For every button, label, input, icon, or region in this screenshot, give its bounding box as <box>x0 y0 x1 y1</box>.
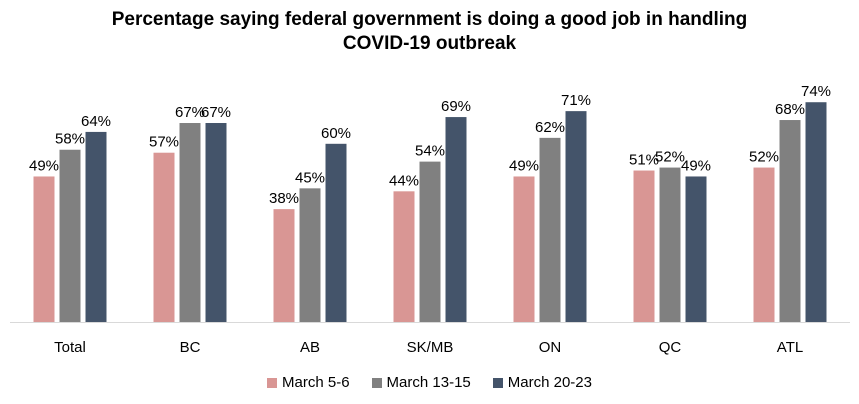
legend-swatch <box>371 377 382 388</box>
bar-sk-mb-series-2 <box>445 117 467 322</box>
data-label: 49% <box>681 157 711 174</box>
data-label: 60% <box>321 125 351 142</box>
bar-on-series-0 <box>513 176 535 322</box>
bar-ab-series-0 <box>273 209 295 322</box>
legend-item-march-20-23: March 20-23 <box>492 374 592 391</box>
bar-ab-series-1 <box>299 188 321 322</box>
data-label: 58% <box>55 131 85 148</box>
bar-bc-series-0 <box>153 152 175 322</box>
bar-qc-series-1 <box>659 167 681 322</box>
legend-label: March 20-23 <box>507 374 592 391</box>
x-tick-label: Total <box>54 339 86 356</box>
bar-bc-series-2 <box>205 123 227 322</box>
data-label: 52% <box>749 149 779 166</box>
x-tick-label: ON <box>539 339 562 356</box>
data-label: 54% <box>415 143 445 160</box>
legend-item-march-5-6: March 5-6 <box>267 374 350 391</box>
x-tick-label: QC <box>659 339 682 356</box>
data-label: 71% <box>561 92 591 109</box>
chart-title-line-2: COVID-19 outbreak <box>342 33 517 54</box>
x-tick-label: BC <box>180 339 201 356</box>
bar-total-series-1 <box>59 149 81 322</box>
bar-on-series-1 <box>539 137 561 322</box>
bar-atl-series-1 <box>779 120 801 322</box>
data-label: 52% <box>655 149 685 166</box>
bar-total-series-0 <box>33 176 55 322</box>
legend: March 5-6 March 13-15 March 20-23 <box>0 374 859 391</box>
data-label: 67% <box>201 104 231 121</box>
data-label: 45% <box>295 169 325 186</box>
data-label: 38% <box>269 190 299 207</box>
data-label: 74% <box>801 83 831 100</box>
bar-on-series-2 <box>565 111 587 322</box>
bar-qc-series-0 <box>633 170 655 322</box>
chart-title-line-1: Percentage saying federal government is … <box>111 9 748 30</box>
bar-total-series-2 <box>85 131 107 322</box>
bar-sk-mb-series-0 <box>393 191 415 322</box>
data-label: 49% <box>29 157 59 174</box>
data-label: 68% <box>775 101 805 118</box>
data-label: 67% <box>175 104 205 121</box>
legend-swatch <box>492 377 503 388</box>
bar-chart: 49% 58%64% Total 57% 67%67% BC 38% 45% 60% AB 44% 5… <box>10 83 850 356</box>
chart-title: Percentage saying federal government is … <box>0 8 859 56</box>
data-label: 51% <box>629 152 659 169</box>
x-tick-label: ATL <box>777 339 803 356</box>
bar-qc-series-2 <box>685 176 707 322</box>
data-label: 64% <box>81 113 111 130</box>
legend-label: March 13-15 <box>386 374 471 391</box>
data-label: 49% <box>509 157 539 174</box>
bar-sk-mb-series-1 <box>419 161 441 322</box>
x-tick-label: AB <box>300 339 320 356</box>
bar-atl-series-0 <box>753 167 775 322</box>
bar-bc-series-1 <box>179 123 201 322</box>
legend-item-march-13-15: March 13-15 <box>371 374 471 391</box>
data-label: 69% <box>441 98 471 115</box>
data-label: 44% <box>389 172 419 189</box>
data-label: 57% <box>149 134 179 151</box>
bar-atl-series-2 <box>805 102 827 322</box>
data-label: 62% <box>535 119 565 136</box>
legend-swatch <box>267 377 278 388</box>
x-tick-label: SK/MB <box>407 339 454 356</box>
legend-label: March 5-6 <box>282 374 350 391</box>
bar-ab-series-2 <box>325 143 347 322</box>
